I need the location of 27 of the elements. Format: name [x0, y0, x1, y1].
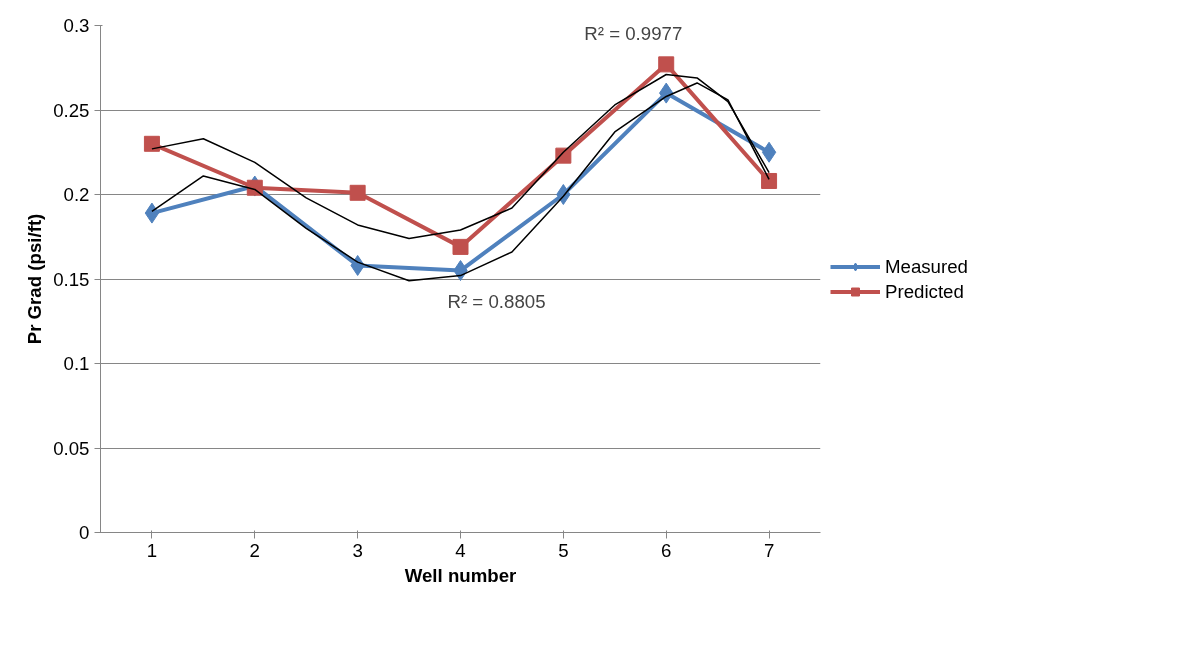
y-tick-label: 0.15	[53, 268, 90, 290]
point	[144, 202, 160, 224]
y-tick-label: 0.25	[53, 99, 90, 121]
point	[349, 184, 366, 201]
point	[761, 141, 777, 163]
point	[761, 172, 778, 189]
x-tick-label: 2	[249, 539, 260, 561]
point	[452, 238, 469, 255]
legend-label: Predicted	[885, 280, 964, 302]
y-tick-label: 0.1	[63, 353, 90, 374]
y-tick-label: 0.05	[53, 437, 90, 459]
x-tick-label: 1	[146, 539, 158, 561]
y-tick-label: 0	[79, 522, 90, 543]
x-tick-label: 7	[763, 539, 775, 561]
x-tick-label: 6	[661, 539, 672, 561]
point	[143, 135, 160, 152]
y-tick-label: 0.3	[63, 15, 90, 36]
y-tick-label: 0.2	[63, 184, 90, 205]
annotation: R² = 0.9977	[584, 22, 683, 44]
x-tick-label: 3	[352, 539, 363, 561]
annotation: R² = 0.8805	[447, 291, 546, 313]
x-axis-title: Well number	[404, 564, 517, 586]
x-tick-label: 4	[455, 539, 466, 561]
y-axis-title: Pr Grad (psi/ft)	[24, 213, 46, 345]
point	[658, 56, 675, 73]
legend-label: Measured	[885, 255, 968, 277]
x-tick-label: 5	[558, 539, 569, 561]
